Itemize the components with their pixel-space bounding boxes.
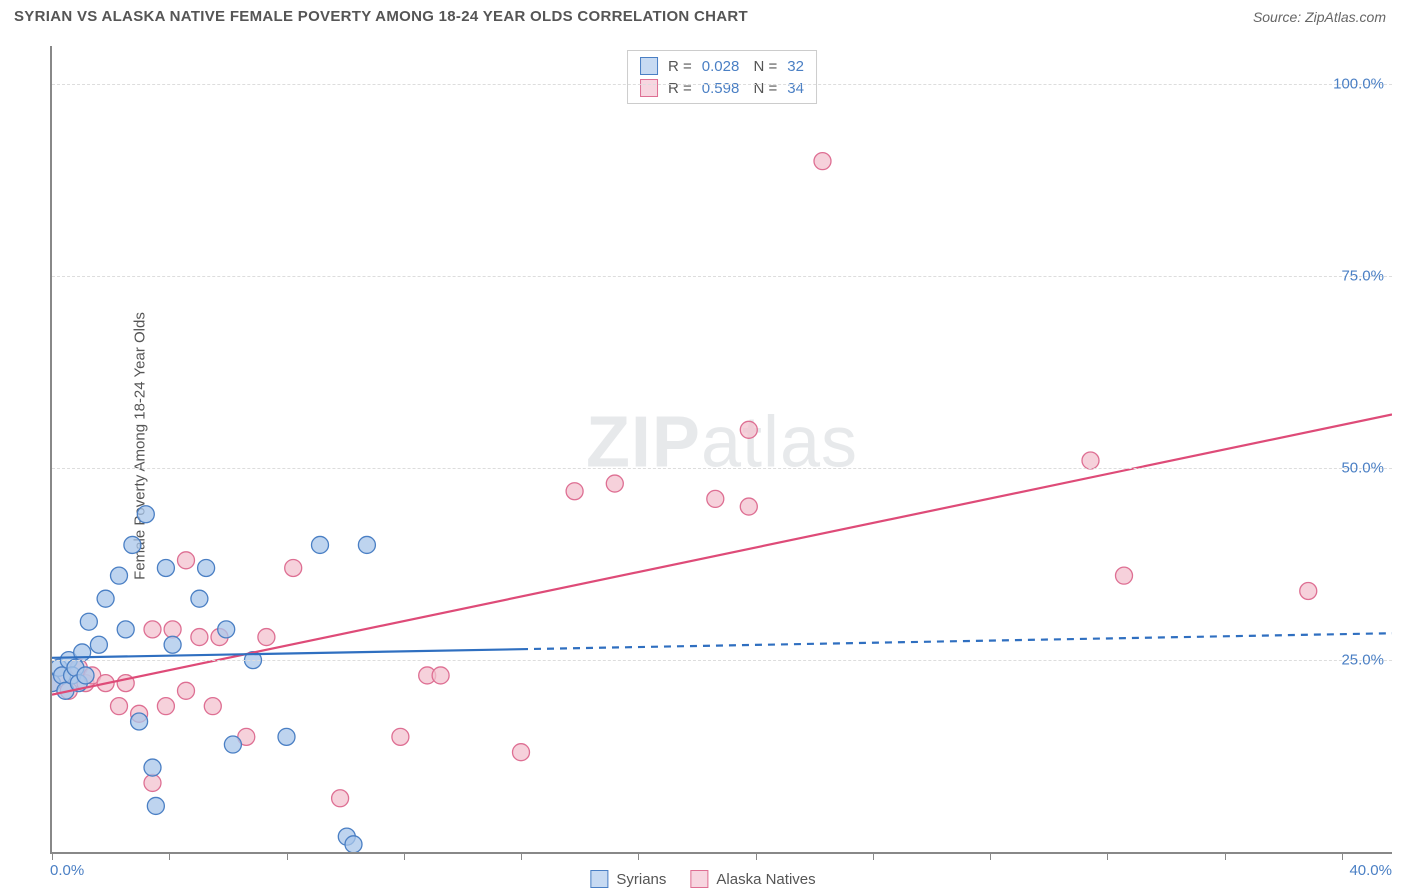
series-legend: Syrians Alaska Natives <box>590 870 815 888</box>
legend-item-syrians: Syrians <box>590 870 666 888</box>
chart-plot-area: ZIPatlas R =0.028 N =32 R =0.598 N =34 2… <box>50 46 1392 854</box>
legend-item-alaska-natives: Alaska Natives <box>690 870 815 888</box>
legend-swatch-pink <box>640 79 658 97</box>
legend-swatch-syrians <box>590 870 608 888</box>
legend-swatch-blue <box>640 57 658 75</box>
legend-label-alaska-natives: Alaska Natives <box>716 871 815 888</box>
x-axis-max-label: 40.0% <box>1349 862 1392 879</box>
y-tick-label: 100.0% <box>1333 76 1384 93</box>
legend-label-syrians: Syrians <box>616 871 666 888</box>
legend-row-pink: R =0.598 N =34 <box>640 77 804 99</box>
legend-row-blue: R =0.028 N =32 <box>640 55 804 77</box>
x-axis-min-label: 0.0% <box>50 862 84 879</box>
scatter-svg <box>52 46 1392 852</box>
correlation-legend: R =0.028 N =32 R =0.598 N =34 <box>627 50 817 104</box>
y-tick-label: 25.0% <box>1341 652 1384 669</box>
source-attribution: Source: ZipAtlas.com <box>1253 9 1386 25</box>
y-tick-label: 50.0% <box>1341 460 1384 477</box>
y-tick-label: 75.0% <box>1341 268 1384 285</box>
chart-title: SYRIAN VS ALASKA NATIVE FEMALE POVERTY A… <box>14 8 748 25</box>
legend-swatch-alaska-natives <box>690 870 708 888</box>
